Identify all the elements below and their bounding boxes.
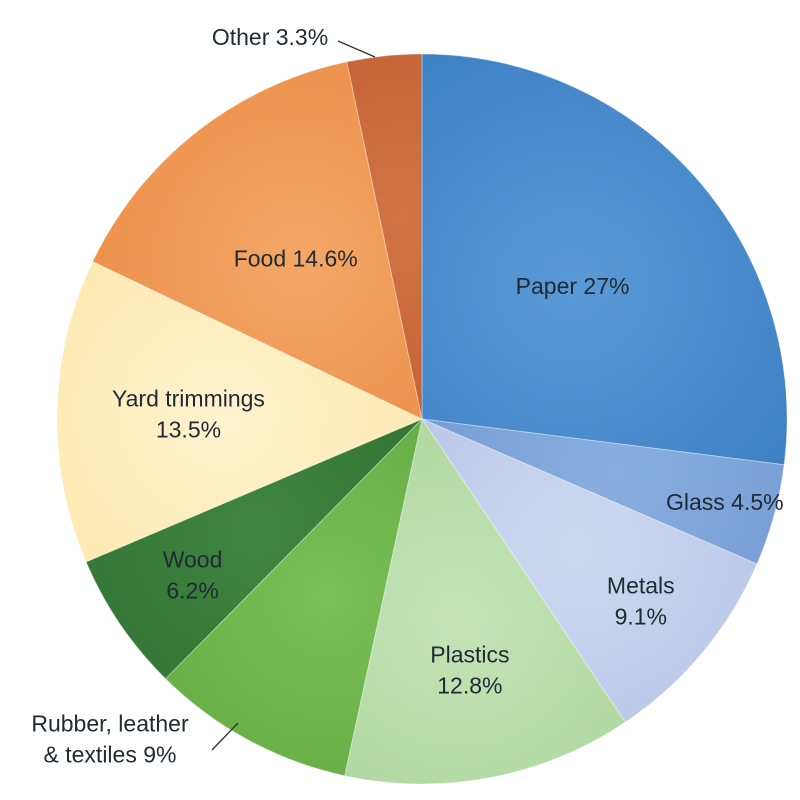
leaders-layer — [211, 40, 376, 751]
slice-label-food: Food 14.6% — [234, 245, 358, 271]
slice-metals — [420, 417, 758, 723]
slice-label-paper: Paper 27% — [516, 273, 630, 299]
slice-other — [346, 53, 423, 420]
slice-rubber-leather-textiles — [164, 417, 423, 777]
slice-paper — [421, 53, 788, 466]
labels-layer: Paper 27% Glass 4.5% Metals 9.1% Plastics 12.… — [31, 24, 783, 768]
slices-layer — [56, 53, 788, 785]
slice-label-wood: Wood 6.2% — [163, 546, 223, 603]
slice-plastics — [344, 417, 626, 785]
slice-food — [92, 61, 423, 420]
leader-line-rubber-leather-textiles — [211, 722, 239, 751]
slice-wood — [85, 418, 423, 680]
slice-label-rubber-leather-textiles: Rubber, leather & textiles 9% — [31, 711, 189, 768]
slice-label-other: Other 3.3% — [212, 24, 328, 50]
slice-yard-trimmings — [56, 260, 424, 563]
slice-glass — [421, 418, 785, 565]
leader-line-other — [337, 40, 376, 58]
slice-label-metals: Metals 9.1% — [607, 573, 675, 630]
slice-label-yard-trimmings: Yard trimmings 13.5% — [112, 385, 265, 442]
slice-label-plastics: Plastics 12.8% — [430, 641, 509, 698]
slice-label-glass: Glass 4.5% — [666, 489, 784, 515]
